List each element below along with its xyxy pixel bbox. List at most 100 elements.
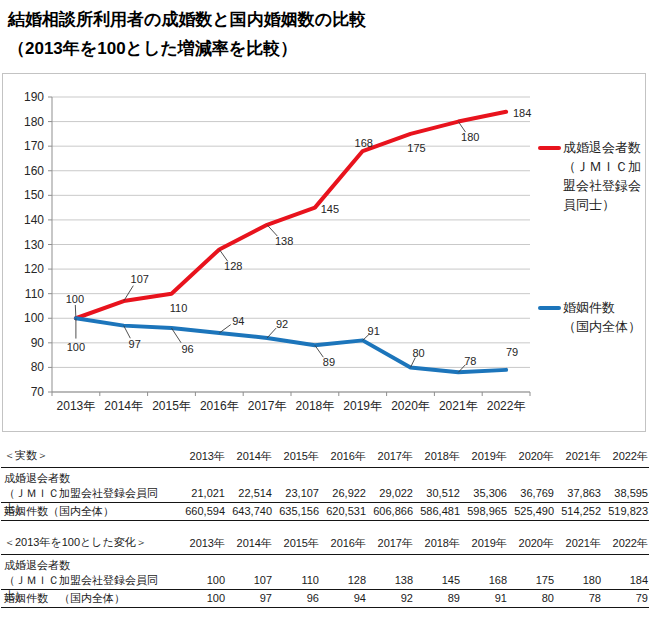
y-axis-label: 110 xyxy=(25,287,44,301)
chart-container: 7080901001101201301401501601701801902013… xyxy=(2,73,646,432)
line-chart-svg: 7080901001101201301401501601701801902013… xyxy=(3,74,645,431)
y-axis-label: 170 xyxy=(24,139,44,153)
value-cell: 514,252 xyxy=(555,505,602,520)
data-label: 92 xyxy=(276,318,288,330)
value-cell: 145 xyxy=(414,574,461,589)
x-axis-label: 2022年 xyxy=(487,399,526,413)
year-header-cell: 2021年 xyxy=(555,449,602,467)
value-cell: 22,514 xyxy=(226,487,273,502)
year-header-cell: 2015年 xyxy=(273,449,320,467)
value-cell: 97 xyxy=(226,592,273,607)
row-label: 婚姻件数 （国内全体） xyxy=(1,590,179,607)
value-cell: 519,823 xyxy=(602,505,649,520)
x-axis-label: 2019年 xyxy=(343,399,382,413)
year-header-cell: 2020年 xyxy=(508,536,555,554)
series-line xyxy=(76,112,506,319)
page-subtitle: （2013年を100とした増減率を比較） xyxy=(8,37,297,60)
x-axis-label: 2014年 xyxy=(104,399,143,413)
blue-line-swatch-icon xyxy=(538,306,561,310)
value-cell: 110 xyxy=(273,574,320,589)
x-axis-label: 2020年 xyxy=(391,399,430,413)
y-axis-label: 90 xyxy=(31,336,45,350)
y-axis-label: 150 xyxy=(24,188,44,202)
table-row: 成婚退会者数（ＪＭＩＣ加盟会社登録会員同士）100107110128138145… xyxy=(1,555,649,590)
value-cell: 643,740 xyxy=(226,505,273,520)
year-header-cell: 2018年 xyxy=(414,536,461,554)
value-cell: 91 xyxy=(461,592,508,607)
data-label: 184 xyxy=(513,107,531,119)
value-cell: 29,022 xyxy=(367,487,414,502)
table-title: ＜実数＞ xyxy=(1,446,179,467)
year-header-cell: 2020年 xyxy=(508,449,555,467)
label-leader xyxy=(267,328,276,338)
data-label: 89 xyxy=(323,356,335,368)
value-cell: 38,595 xyxy=(602,487,649,502)
table-actual-numbers: ＜実数＞2013年2014年2015年2016年2017年2018年2019年2… xyxy=(1,446,649,521)
x-axis-label: 2021年 xyxy=(439,399,478,413)
table-header-row: ＜2013年を100とした変化＞2013年2014年2015年2016年2017… xyxy=(1,533,649,555)
year-header-cell: 2013年 xyxy=(179,449,226,467)
data-label: 128 xyxy=(224,260,242,272)
value-cell: 635,156 xyxy=(273,505,320,520)
y-axis-label: 80 xyxy=(31,360,45,374)
x-axis-label: 2016年 xyxy=(200,399,239,413)
data-label: 79 xyxy=(506,346,518,358)
data-label: 145 xyxy=(321,203,339,215)
value-cell: 21,021 xyxy=(179,487,226,502)
y-axis-label: 180 xyxy=(24,115,44,129)
value-cell: 525,490 xyxy=(508,505,555,520)
x-axis-label: 2013年 xyxy=(57,399,96,413)
year-header-cell: 2017年 xyxy=(367,449,414,467)
data-label: 97 xyxy=(129,338,141,350)
value-cell: 92 xyxy=(367,592,414,607)
value-cell: 35,306 xyxy=(461,487,508,502)
data-label: 80 xyxy=(412,347,424,359)
year-header-cell: 2018年 xyxy=(414,449,461,467)
x-axis-label: 2017年 xyxy=(248,399,287,413)
year-header-cell: 2016年 xyxy=(320,536,367,554)
table-index-numbers: ＜2013年を100とした変化＞2013年2014年2015年2016年2017… xyxy=(1,533,649,608)
value-cell: 128 xyxy=(320,574,367,589)
value-cell: 598,965 xyxy=(461,505,508,520)
red-line-swatch-icon xyxy=(538,146,561,150)
year-header-cell: 2019年 xyxy=(461,449,508,467)
x-axis-label: 2015年 xyxy=(152,399,191,413)
value-cell: 184 xyxy=(602,574,649,589)
data-label: 168 xyxy=(355,137,373,149)
page-title: 結婚相談所利用者の成婚数と国内婚姻数の比較 xyxy=(8,8,366,31)
data-label: 94 xyxy=(232,315,244,327)
year-header-cell: 2022年 xyxy=(602,536,649,554)
year-header-cell: 2014年 xyxy=(226,449,273,467)
data-label: 138 xyxy=(275,235,293,247)
year-header-cell: 2014年 xyxy=(226,536,273,554)
year-header-cell: 2017年 xyxy=(367,536,414,554)
data-label: 175 xyxy=(407,142,425,154)
y-axis-label: 130 xyxy=(24,238,44,252)
value-cell: 37,863 xyxy=(555,487,602,502)
value-cell: 78 xyxy=(555,592,602,607)
value-cell: 100 xyxy=(179,592,226,607)
legend-entry-seikon: 成婚退会者数 （ＪＭＩＣ加盟会社登録会員同士） xyxy=(538,138,650,214)
year-header-cell: 2013年 xyxy=(179,536,226,554)
data-label: 91 xyxy=(368,325,380,337)
value-cell: 23,107 xyxy=(273,487,320,502)
y-axis-label: 100 xyxy=(24,311,44,325)
data-label: 100 xyxy=(66,293,84,305)
value-cell: 138 xyxy=(367,574,414,589)
legend-label: 成婚退会者数 （ＪＭＩＣ加盟会社登録会員同士） xyxy=(563,138,650,214)
legend-label: 婚姻件数 （国内全体） xyxy=(563,298,650,336)
value-cell: 96 xyxy=(273,592,320,607)
data-label: 78 xyxy=(464,355,476,367)
row-label: 成婚退会者数（ＪＭＩＣ加盟会社登録会員同士） xyxy=(1,555,179,589)
year-header-cell: 2016年 xyxy=(320,449,367,467)
x-axis-label: 2018年 xyxy=(296,399,335,413)
year-header-cell: 2022年 xyxy=(602,449,649,467)
data-label: 110 xyxy=(170,302,188,314)
value-cell: 175 xyxy=(508,574,555,589)
legend-entry-konin: 婚姻件数 （国内全体） xyxy=(538,298,650,336)
y-axis-label: 140 xyxy=(24,213,44,227)
value-cell: 180 xyxy=(555,574,602,589)
value-cell: 620,531 xyxy=(320,505,367,520)
y-axis-label: 70 xyxy=(31,385,45,399)
row-label: 婚姻件数（国内全体） xyxy=(1,503,179,520)
